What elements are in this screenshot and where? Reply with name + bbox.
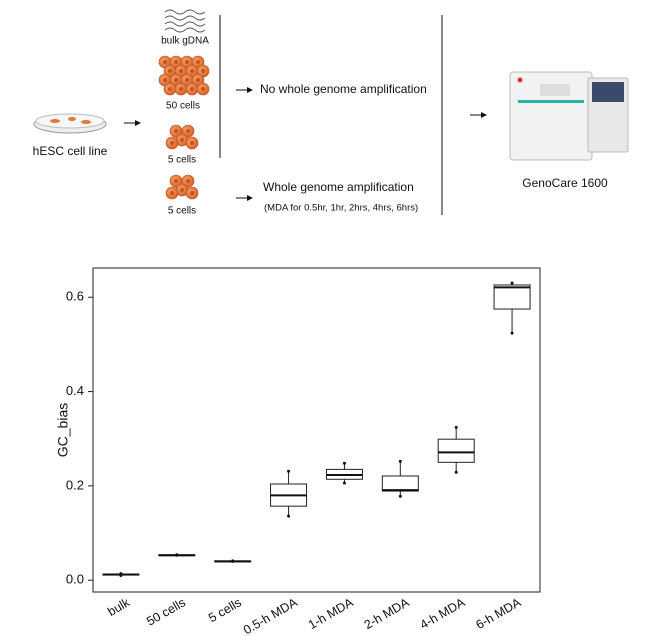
nucleus (185, 128, 191, 134)
max-point (119, 572, 123, 576)
box (437, 438, 475, 463)
sample-label: 50 cells (166, 101, 200, 112)
nucleus (173, 77, 179, 83)
x-tick-label: 1-h MDA (306, 595, 356, 632)
x-tick-label: 4-h MDA (418, 595, 468, 632)
nucleus (178, 68, 184, 74)
nucleus (173, 128, 179, 134)
max-point (454, 425, 458, 429)
instrument-icon (509, 71, 629, 161)
branch-note: (MDA for 0.5hr, 1hr, 2hrs, 4hrs, 6hrs) (264, 203, 418, 214)
x-tick-label: 6-h MDA (473, 595, 523, 632)
cell-cluster (158, 55, 210, 96)
petri-dish (33, 113, 107, 134)
plot-frame (92, 267, 541, 593)
max-point (342, 461, 346, 465)
nucleus (173, 59, 179, 65)
y-tick-label: 0.0 (66, 572, 84, 587)
dna-icon (164, 9, 206, 33)
nucleus (189, 140, 195, 146)
nucleus (169, 190, 175, 196)
min-point (454, 470, 458, 474)
branch-label: No whole genome amplification (260, 82, 427, 96)
y-tick-label: 0.6 (66, 289, 84, 304)
box (381, 475, 419, 492)
nucleus (184, 59, 190, 65)
nucleus (185, 178, 191, 184)
nucleus (189, 86, 195, 92)
nucleus (189, 190, 195, 196)
instrument-label: GenoCare 1600 (522, 176, 608, 190)
sample-label: 5 cells (168, 155, 196, 166)
nucleus (184, 77, 190, 83)
nucleus (200, 86, 206, 92)
min-point (510, 331, 514, 335)
x-tick-label: 2-h MDA (362, 595, 412, 632)
x-tick-label: 50 cells (144, 595, 188, 628)
box (493, 284, 531, 310)
max-point (398, 459, 402, 463)
nucleus (167, 68, 173, 74)
nucleus (179, 137, 185, 143)
y-tick-label: 0.2 (66, 477, 84, 492)
y-tick-label: 0.4 (66, 383, 84, 398)
source-label: hESC cell line (33, 144, 108, 158)
sample-label: 5 cells (168, 206, 196, 217)
cell-cluster (165, 174, 199, 200)
nucleus (189, 68, 195, 74)
nucleus (173, 178, 179, 184)
cell-cluster (165, 124, 199, 150)
diagram: bulk gDNA 50 cells 5 cells 5 cells hESC … (33, 9, 629, 217)
max-point (510, 281, 514, 285)
nucleus (195, 77, 201, 83)
branch-label: Whole genome amplification (263, 180, 414, 194)
y-axis-label: GC_bias (55, 403, 71, 457)
nucleus (178, 86, 184, 92)
min-point (287, 514, 291, 518)
max-point (175, 553, 179, 557)
chart: GC_bias 0.0 0.2 0.4 0.6 bulk 50 cells 5 cells0… (55, 267, 541, 636)
x-tick-label: bulk (105, 595, 133, 619)
min-point (342, 481, 346, 485)
nucleus (169, 140, 175, 146)
nucleus (167, 86, 173, 92)
x-tick-label: 5 cells (206, 595, 244, 625)
sample-label: bulk gDNA (161, 36, 209, 47)
x-tick-label: 0.5-h MDA (241, 595, 300, 636)
nucleus (162, 59, 168, 65)
min-point (398, 494, 402, 498)
nucleus (195, 59, 201, 65)
nucleus (162, 77, 168, 83)
nucleus (200, 68, 206, 74)
nucleus (179, 187, 185, 193)
max-point (287, 469, 291, 473)
max-point (231, 559, 235, 563)
